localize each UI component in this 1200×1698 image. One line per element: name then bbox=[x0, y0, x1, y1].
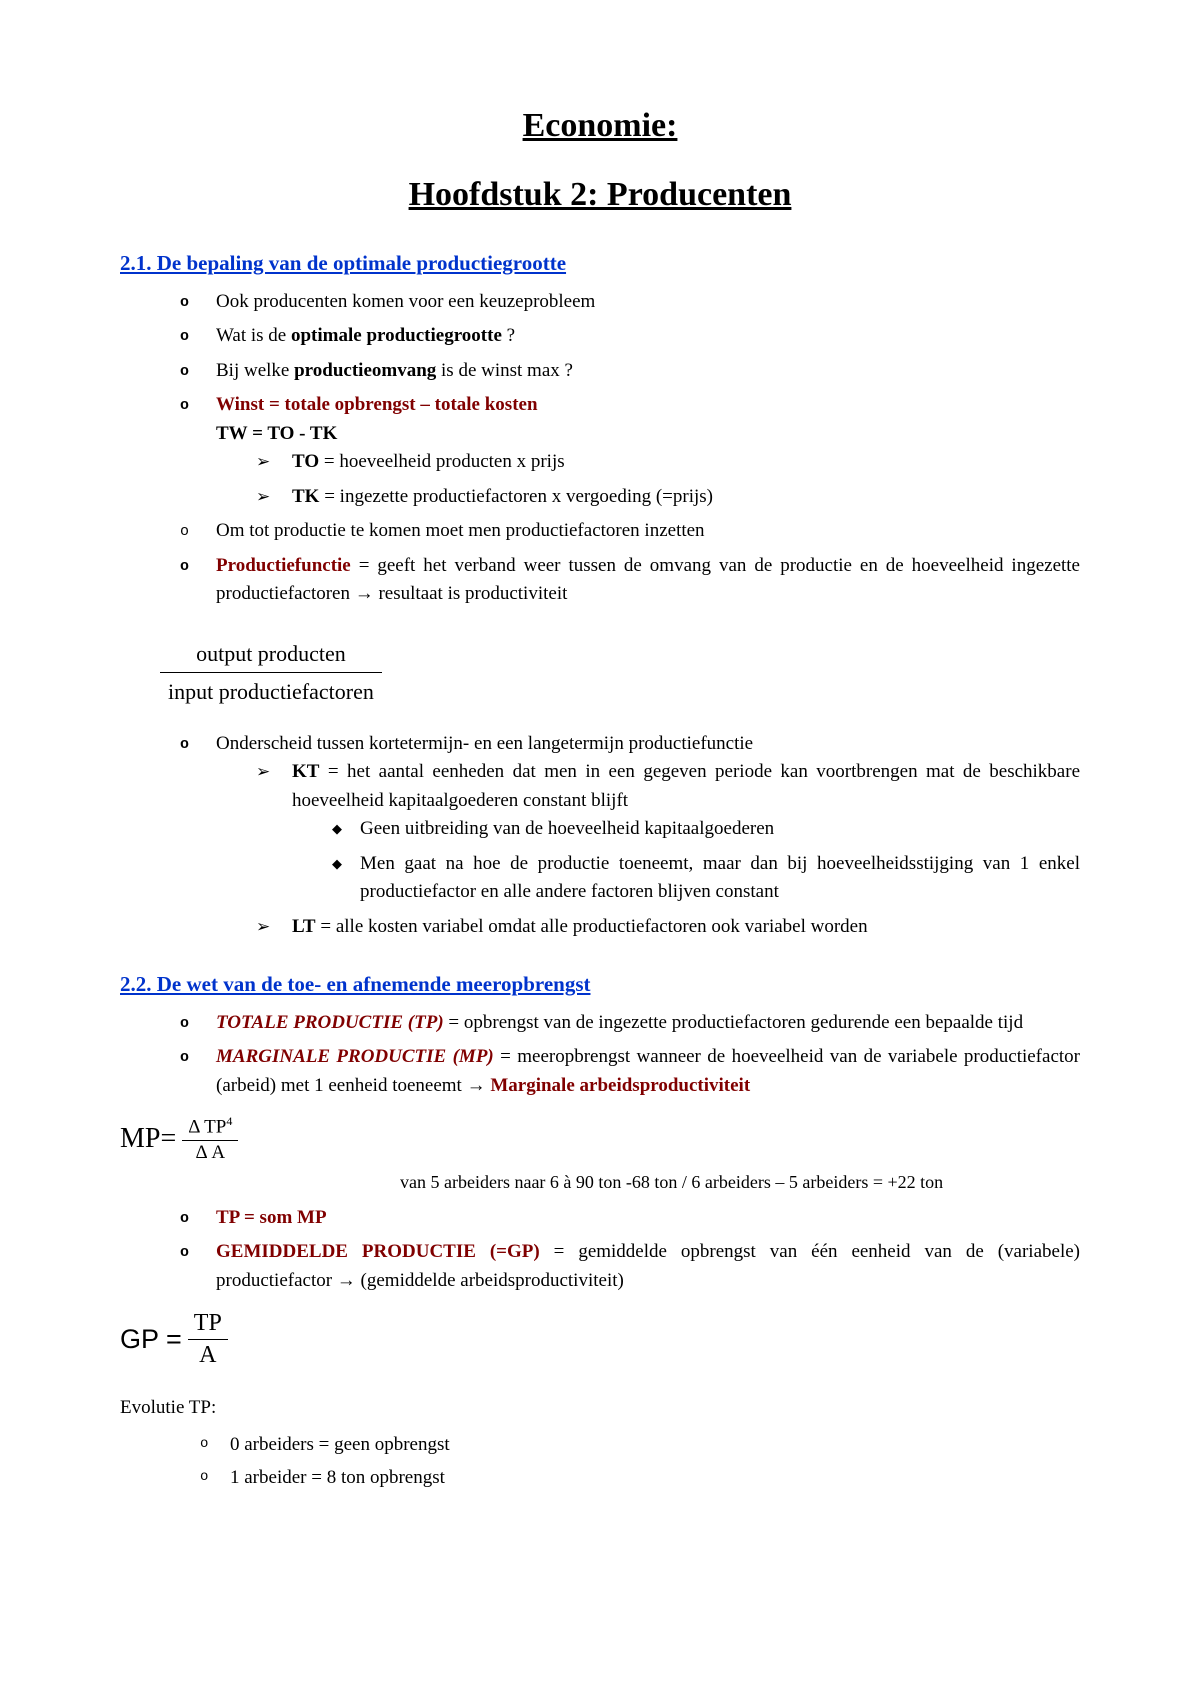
evolutie-item: 0 arbeiders = geen opbrengst bbox=[200, 1431, 1080, 1460]
formula-tw: TW = TO - TK bbox=[216, 420, 1080, 449]
evolutie-item: 1 arbeider = 8 ton opbrengst bbox=[200, 1464, 1080, 1493]
sub-list: KT = het aantal eenheden dat men in een … bbox=[216, 758, 1080, 941]
text: Onderscheid tussen kortetermijn- en een … bbox=[216, 733, 753, 754]
diamond-list: Geen uitbreiding van de hoeveelheid kapi… bbox=[292, 815, 1080, 907]
list-item: Productiefunctie = geeft het verband wee… bbox=[180, 552, 1080, 609]
list-item: Onderscheid tussen kortetermijn- en een … bbox=[180, 730, 1080, 942]
text: is de winst max ? bbox=[436, 360, 573, 381]
text: Bij welke bbox=[216, 360, 294, 381]
term-mp: MARGINALE PRODUCTIE (MP) bbox=[216, 1046, 494, 1067]
formula-left: MP= bbox=[120, 1118, 176, 1160]
term-marginale-arbeid: Marginale arbeidsproductiviteit bbox=[490, 1075, 750, 1096]
superscript: 4 bbox=[226, 1114, 232, 1128]
list-item: Bij welke productieomvang is de winst ma… bbox=[180, 357, 1080, 386]
sub-item: TK = ingezette productiefactoren x vergo… bbox=[256, 483, 1080, 512]
list-item: MARGINALE PRODUCTIE (MP) = meeropbrengst… bbox=[180, 1043, 1080, 1100]
evolutie-heading: Evolutie TP: bbox=[120, 1394, 1080, 1423]
diamond-item: Geen uitbreiding van de hoeveelheid kapi… bbox=[332, 815, 1080, 844]
text: ? bbox=[502, 325, 515, 346]
list-item: TP = som MP bbox=[180, 1204, 1080, 1233]
list-item: Om tot productie te komen moet men produ… bbox=[180, 517, 1080, 546]
text: = alle kosten variabel omdat alle produc… bbox=[316, 916, 868, 937]
sub-list: TO = hoeveelheid producten x prijs TK = … bbox=[216, 448, 1080, 511]
bold-term: TK bbox=[292, 486, 319, 507]
section-2-1-heading: 2.1. De bepaling van de optimale product… bbox=[120, 248, 1080, 280]
text: = opbrengst van de ingezette productiefa… bbox=[444, 1012, 1023, 1033]
bold-term: KT bbox=[292, 761, 319, 782]
list-item: GEMIDDELDE PRODUCTIE (=GP) = gemiddelde … bbox=[180, 1238, 1080, 1295]
list-item: Ook producenten komen voor een keuzeprob… bbox=[180, 288, 1080, 317]
text: Δ TP bbox=[188, 1116, 226, 1137]
term-gp: GEMIDDELDE PRODUCTIE (=GP) bbox=[216, 1241, 540, 1262]
section-2-2-list: TOTALE PRODUCTIE (TP) = opbrengst van de… bbox=[120, 1009, 1080, 1101]
fraction-numerator: output producten bbox=[160, 637, 382, 672]
fraction-numerator: Δ TP4 bbox=[182, 1114, 238, 1140]
formula-gp: GP = TP A bbox=[120, 1309, 1080, 1370]
list-item: TOTALE PRODUCTIE (TP) = opbrengst van de… bbox=[180, 1009, 1080, 1038]
section-2-2-heading: 2.2. De wet van de toe- en afnemende mee… bbox=[120, 969, 1080, 1001]
section-2-2-list-2: TP = som MP GEMIDDELDE PRODUCTIE (=GP) =… bbox=[120, 1204, 1080, 1296]
bold-term: LT bbox=[292, 916, 316, 937]
example-mp: van 5 arbeiders naar 6 à 90 ton -68 ton … bbox=[400, 1169, 1080, 1196]
text: = het aantal eenheden dat men in een geg… bbox=[292, 761, 1080, 811]
fraction-denominator: input productiefactoren bbox=[160, 672, 382, 708]
text: = ingezette productiefactoren x vergoedi… bbox=[319, 486, 713, 507]
fraction-numerator: TP bbox=[188, 1309, 228, 1339]
formula-mp: MP= Δ TP4 Δ A bbox=[120, 1114, 1080, 1165]
fraction-denominator: Δ A bbox=[182, 1140, 238, 1165]
section-2-1-list: Ook producenten komen voor een keuzeprob… bbox=[120, 288, 1080, 609]
fraction-gp: TP A bbox=[188, 1309, 228, 1370]
fraction-mp: Δ TP4 Δ A bbox=[182, 1114, 238, 1165]
diamond-item: Men gaat na hoe de productie toeneemt, m… bbox=[332, 850, 1080, 907]
fraction-denominator: A bbox=[188, 1339, 228, 1370]
sub-item: LT = alle kosten variabel omdat alle pro… bbox=[256, 913, 1080, 942]
page-title-main: Economie: bbox=[120, 100, 1080, 151]
page-title-chapter: Hoofdstuk 2: Producenten bbox=[120, 169, 1080, 220]
bold-term: TO bbox=[292, 451, 319, 472]
formula-left: GP = bbox=[120, 1319, 182, 1360]
text: Wat is de bbox=[216, 325, 291, 346]
formula-winst: Winst = totale opbrengst – totale kosten bbox=[216, 394, 538, 415]
section-2-1-list-2: Onderscheid tussen kortetermijn- en een … bbox=[120, 730, 1080, 942]
bold-term: optimale productiegrootte bbox=[291, 325, 502, 346]
term-tp-som: TP = som MP bbox=[216, 1207, 327, 1228]
sub-item: TO = hoeveelheid producten x prijs bbox=[256, 448, 1080, 477]
term-tp: TOTALE PRODUCTIE (TP) bbox=[216, 1012, 444, 1033]
fraction-productiviteit: output producten input productiefactoren bbox=[160, 637, 382, 708]
list-item: Wat is de optimale productiegrootte ? bbox=[180, 322, 1080, 351]
list-item: Winst = totale opbrengst – totale kosten… bbox=[180, 391, 1080, 511]
term-productiefunctie: Productiefunctie bbox=[216, 555, 351, 576]
text: = hoeveelheid producten x prijs bbox=[319, 451, 565, 472]
sub-item: KT = het aantal eenheden dat men in een … bbox=[256, 758, 1080, 907]
bold-term: productieomvang bbox=[294, 360, 436, 381]
evolutie-list: 0 arbeiders = geen opbrengst 1 arbeider … bbox=[120, 1431, 1080, 1493]
